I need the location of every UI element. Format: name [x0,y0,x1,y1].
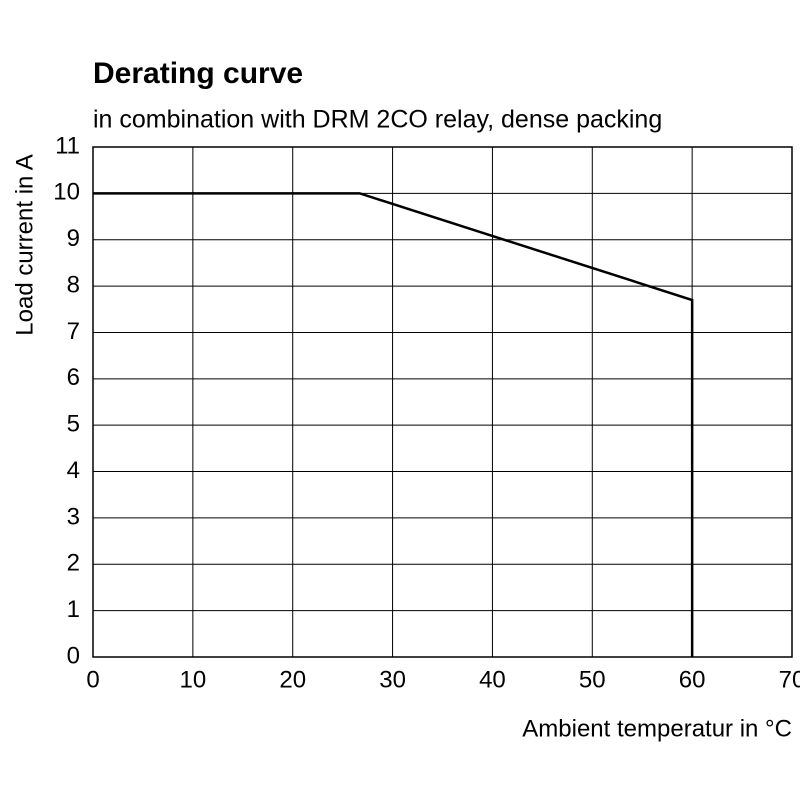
chart-subtitle: in combination with DRM 2CO relay, dense… [93,106,662,134]
y-tick-label: 2 [67,550,80,577]
y-tick-label: 5 [67,411,80,438]
plot-frame [92,146,793,658]
y-tick-label: 10 [53,179,80,206]
y-tick-label: 6 [67,364,80,391]
y-tick-label: 7 [67,318,80,345]
x-tick-label: 10 [180,666,207,693]
x-tick-label: 40 [479,666,506,693]
y-tick-label: 4 [67,457,80,484]
y-axis-label: Load current in A [11,154,38,335]
x-tick-label: 30 [379,666,406,693]
x-tick-label: 60 [679,666,706,693]
x-axis-label: Ambient temperatur in °C [522,715,792,742]
y-tick-label: 9 [67,225,80,252]
x-tick-label: 0 [86,666,99,693]
y-tick-label: 0 [67,642,80,669]
y-tick-label: 3 [67,503,80,530]
x-tick-label: 20 [279,666,306,693]
chart-title: Derating curve [93,57,303,90]
data-line [93,192,694,657]
y-tick-label: 11 [55,132,80,159]
y-tick-label: 1 [67,596,80,623]
x-tick-label: 50 [579,666,606,693]
y-tick-label: 8 [67,271,80,298]
x-tick-label: 70 [779,666,800,693]
